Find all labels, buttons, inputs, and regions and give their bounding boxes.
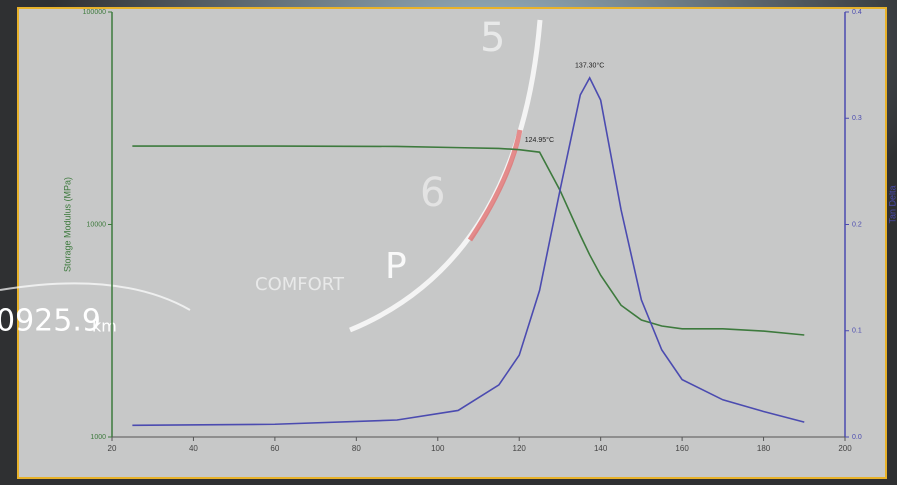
odometer-unit: km <box>92 317 117 336</box>
y-tick-label: 100000 <box>83 9 106 16</box>
y2-tick-label: 0.3 <box>852 115 862 122</box>
x-tick-label: 20 <box>108 444 117 453</box>
y-tick-label: 10000 <box>87 221 107 228</box>
y2-tick-label: 0.0 <box>852 434 862 441</box>
chart-frame <box>18 8 886 478</box>
x-tick-label: 180 <box>757 444 771 453</box>
y2-tick-label: 0.2 <box>852 221 862 228</box>
x-tick-label: 80 <box>352 444 361 453</box>
dial-number: 6 <box>420 170 445 216</box>
x-tick-label: 140 <box>594 444 608 453</box>
y-tick-label: 1000 <box>90 434 106 441</box>
y-axis-label: Storage Modulus (MPa) <box>62 177 72 272</box>
annotation: 124.95°C <box>525 136 554 144</box>
x-tick-label: 120 <box>513 444 527 453</box>
x-tick-label: 200 <box>838 444 852 453</box>
drive-mode: COMFORT <box>255 274 345 295</box>
y2-tick-label: 0.1 <box>852 328 862 335</box>
dial-number: 5 <box>480 15 505 61</box>
gear: P <box>385 246 407 287</box>
x-tick-label: 160 <box>675 444 689 453</box>
x-tick-label: 40 <box>189 444 198 453</box>
y2-tick-label: 0.4 <box>852 9 862 16</box>
y2-axis-label: Tan Delta <box>887 185 897 223</box>
odometer: 0925.9 <box>0 304 101 339</box>
screen: 0925.9 km COMFORT P 6 5 20 40 60 80 100 120 14… <box>0 0 897 480</box>
x-tick-label: 60 <box>270 444 279 453</box>
annotation: 137.30°C <box>575 62 604 70</box>
x-tick-label: 100 <box>431 444 445 453</box>
